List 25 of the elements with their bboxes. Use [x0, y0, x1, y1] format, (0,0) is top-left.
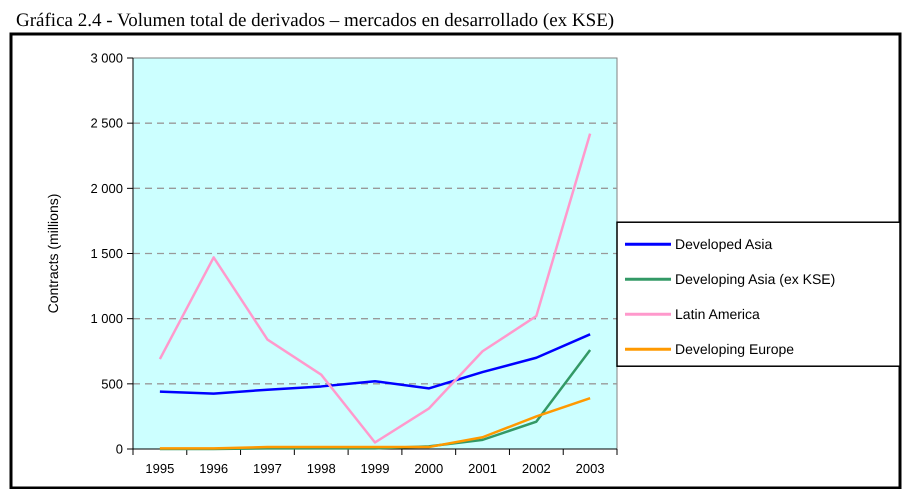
y-tick-label: 1 500 — [90, 246, 123, 262]
x-tick-label: 1999 — [360, 461, 390, 476]
x-tick-label: 1997 — [252, 461, 282, 476]
line-series — [158, 132, 592, 444]
x-tick-label: 1998 — [306, 461, 336, 476]
legend-label: Developed Asia — [675, 236, 773, 252]
y-axis-title: Contracts (millions) — [45, 194, 61, 314]
line-series — [158, 333, 592, 395]
line-series — [158, 396, 592, 450]
y-tick-label: 2 500 — [90, 116, 123, 131]
legend-label: Developing Europe — [675, 341, 794, 358]
legend-label: Developing Asia (ex KSE) — [675, 271, 836, 288]
legend-label: Latin America — [675, 306, 760, 322]
y-tick-label: 500 — [101, 376, 123, 392]
y-tick-label: 2 000 — [90, 180, 123, 196]
x-tick-label: 2001 — [468, 461, 498, 476]
x-tick-label: 1995 — [145, 461, 174, 476]
y-tick-label: 3 000 — [90, 50, 123, 66]
x-tick-label: 2002 — [522, 461, 551, 476]
x-tick-label: 2003 — [576, 461, 605, 476]
x-tick-label: 1996 — [199, 461, 228, 476]
y-tick-label: 1 000 — [90, 311, 123, 326]
y-tick-label: 0 — [116, 442, 123, 457]
x-tick-label: 2000 — [414, 461, 444, 476]
chart-title: Gráfica 2.4 - Volumen total de derivados – mercados en desarrollado (ex KSE) — [16, 10, 614, 31]
